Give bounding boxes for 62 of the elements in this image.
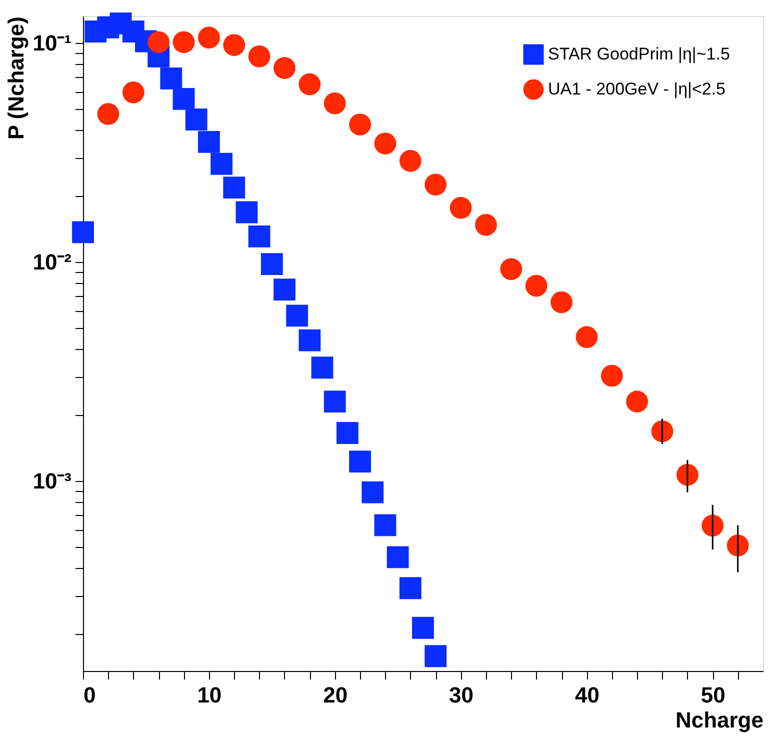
point <box>374 514 396 536</box>
point <box>236 201 258 224</box>
point <box>600 364 623 387</box>
point <box>160 67 182 90</box>
y-axis-title: P (Ncharge) <box>4 16 29 140</box>
x-tick-label: 50 <box>700 682 726 708</box>
point <box>72 221 94 244</box>
point <box>172 31 195 54</box>
point <box>198 130 220 153</box>
point <box>210 152 232 175</box>
point <box>198 26 220 49</box>
point <box>726 534 749 556</box>
point <box>550 291 572 314</box>
x-tick-label: 40 <box>574 682 600 708</box>
point <box>298 329 321 352</box>
x-tick-label: 20 <box>323 682 348 708</box>
y-tick-label: 10⁻¹ <box>32 30 72 56</box>
point <box>122 81 144 104</box>
legend-label: UA1 - 200GeV - |η|<2.5 <box>548 80 726 98</box>
point <box>223 176 246 199</box>
point <box>424 174 447 196</box>
point <box>676 464 698 486</box>
point <box>223 34 246 56</box>
point <box>651 420 674 442</box>
point <box>424 645 447 668</box>
x-tick-label: 0 <box>84 682 96 708</box>
point <box>97 103 120 125</box>
y-tick-label: 10⁻² <box>32 250 72 275</box>
legend-label: STAR GoodPrim |η|~1.5 <box>548 44 730 64</box>
point <box>248 226 270 248</box>
point <box>172 88 195 110</box>
point <box>336 422 358 444</box>
point <box>399 150 422 172</box>
point <box>576 326 598 348</box>
point <box>274 278 296 300</box>
point <box>298 73 321 96</box>
point <box>386 546 409 568</box>
point <box>311 356 334 379</box>
point <box>374 132 396 154</box>
point <box>475 214 497 236</box>
point <box>362 481 384 504</box>
point <box>399 577 422 600</box>
point <box>412 616 434 639</box>
point <box>525 274 548 297</box>
point <box>500 258 522 280</box>
x-tick-label: 30 <box>449 682 474 708</box>
x-tick-label: 10 <box>197 682 222 708</box>
x-axis-title: Ncharge <box>675 708 764 732</box>
y-tick-label: 10⁻³ <box>32 468 72 494</box>
point <box>185 108 208 130</box>
point <box>286 304 308 327</box>
point <box>248 45 270 68</box>
point <box>702 514 724 537</box>
point <box>450 196 472 219</box>
point <box>274 57 296 79</box>
point <box>349 450 371 472</box>
point <box>260 253 283 276</box>
point <box>349 114 371 136</box>
point <box>626 390 648 412</box>
point <box>148 31 170 54</box>
point <box>324 390 346 413</box>
point <box>324 92 346 114</box>
